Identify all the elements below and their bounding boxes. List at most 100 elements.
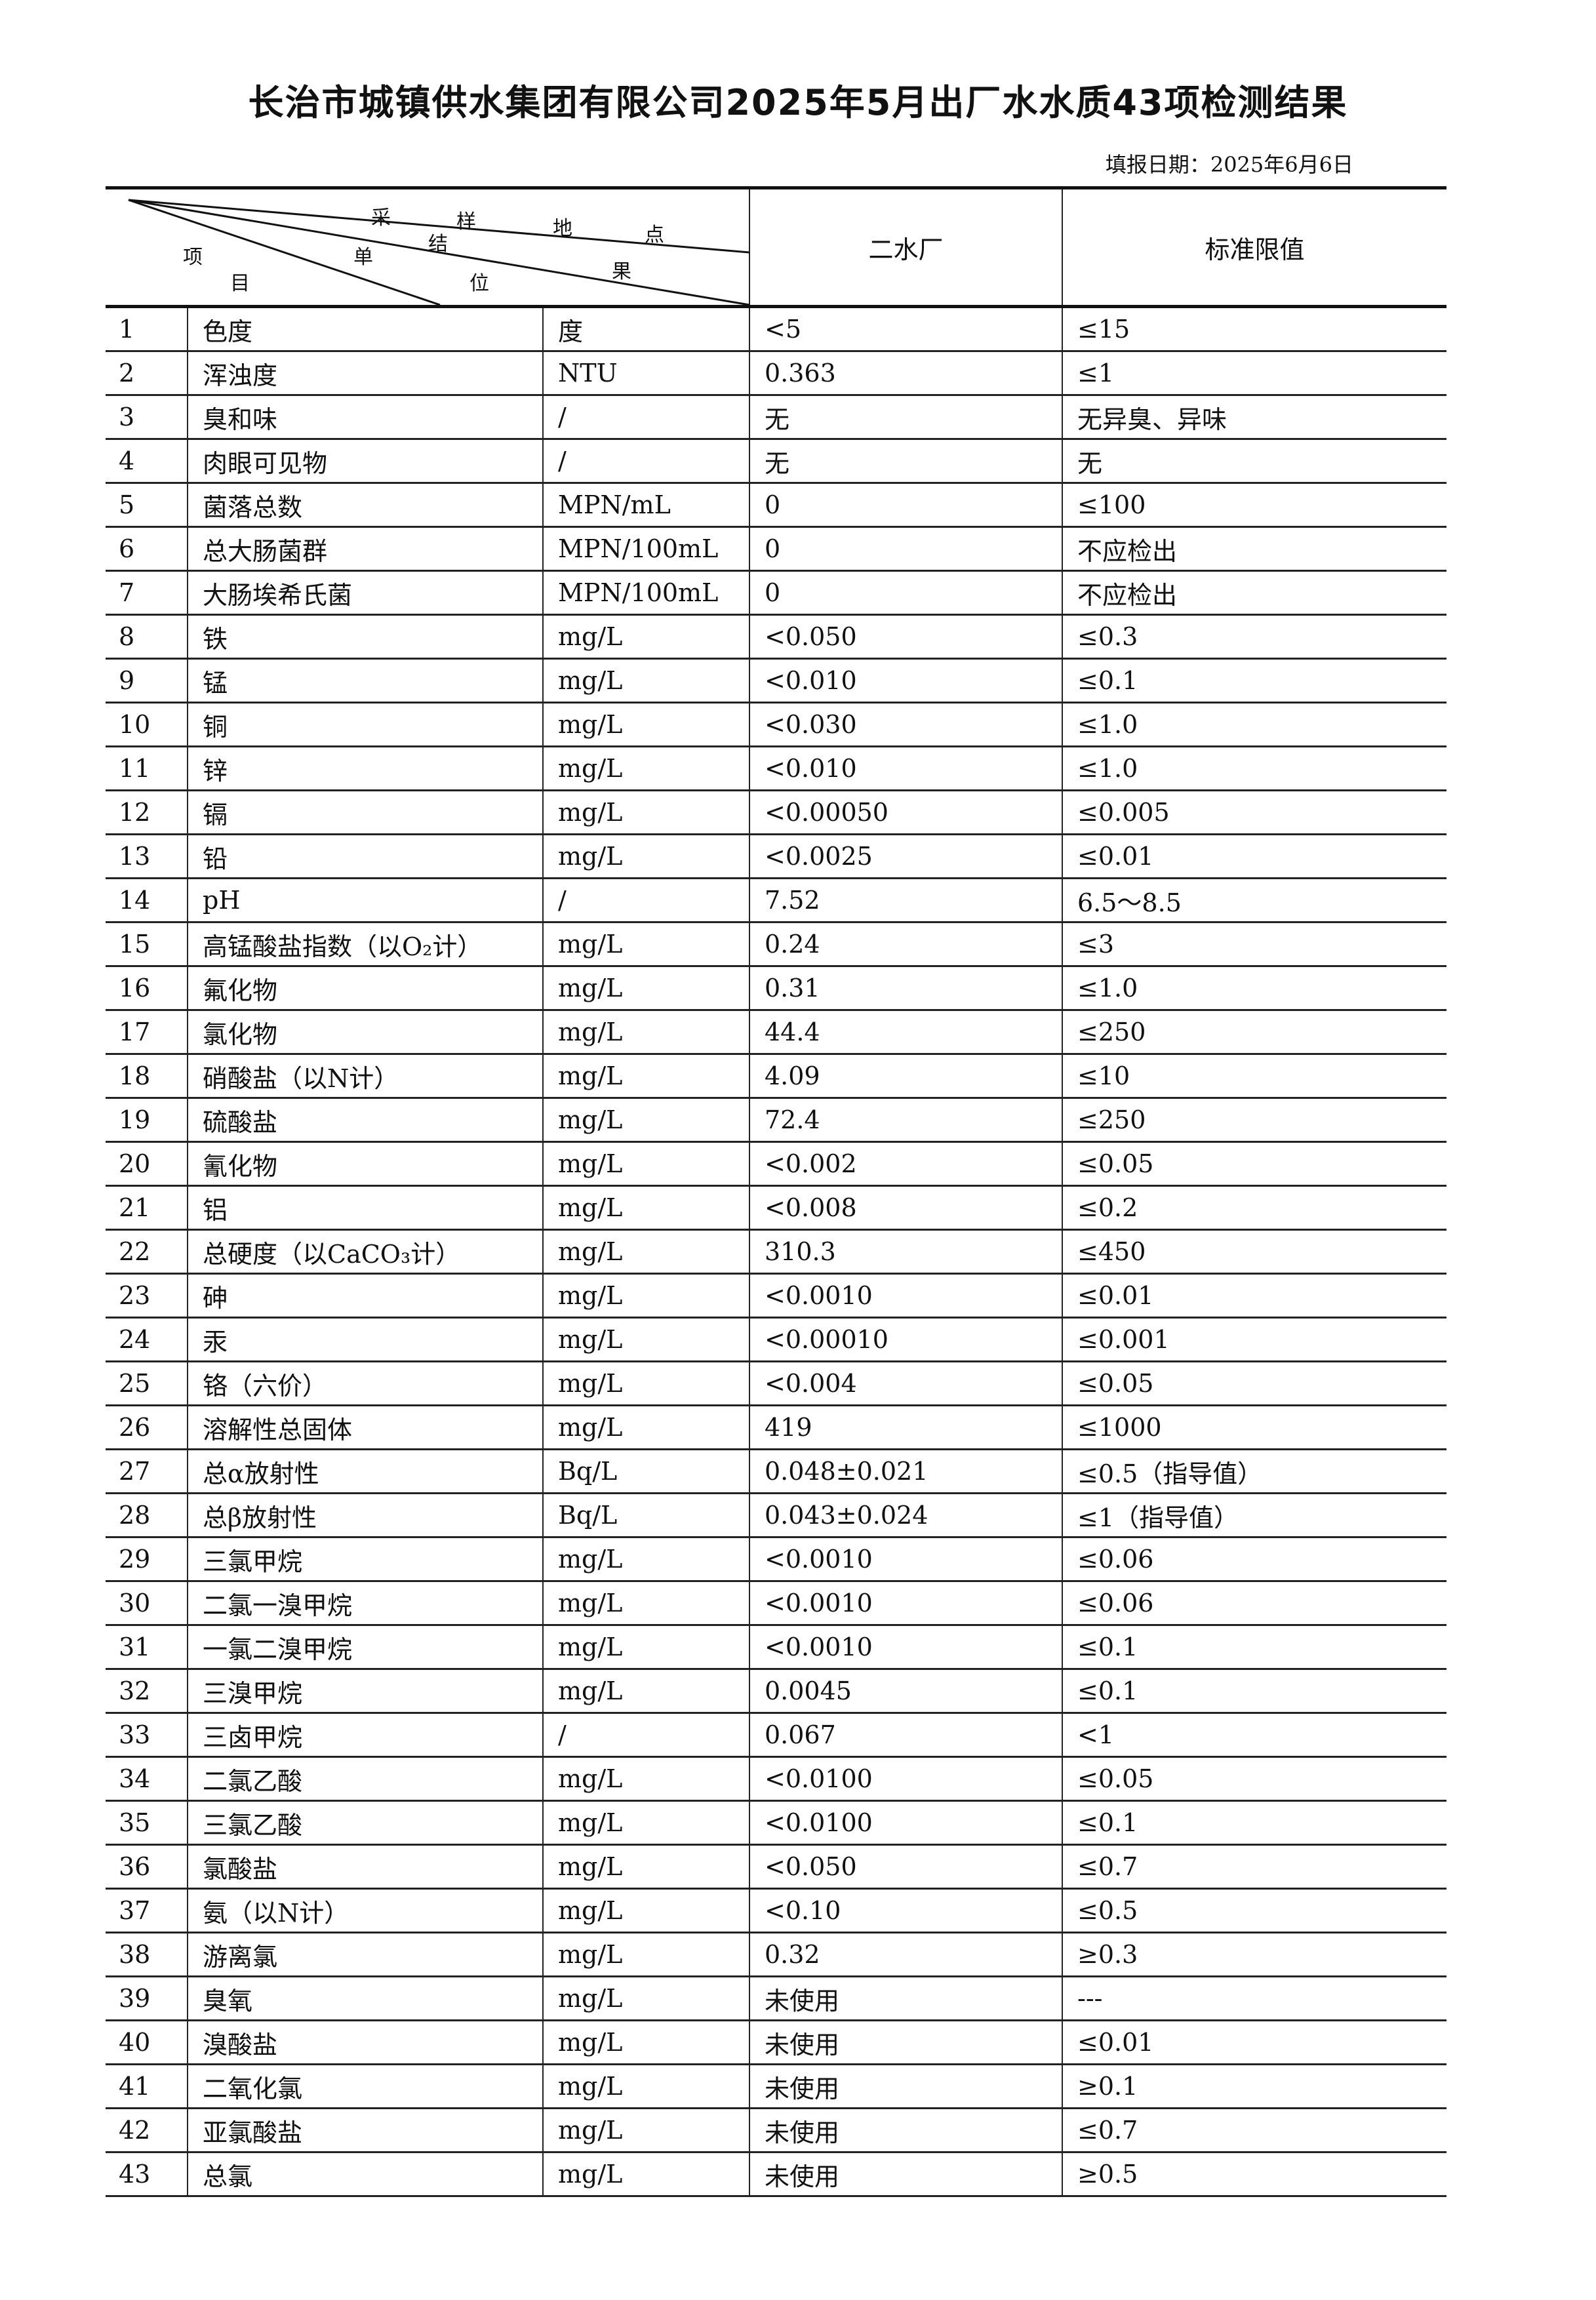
plant-result: 0.363: [749, 351, 1062, 396]
plant-result: <0.00010: [749, 1317, 1062, 1362]
table-row: 20 氰化物 mg/L <0.002 ≤0.05: [106, 1141, 1446, 1187]
row-number: 8: [106, 614, 188, 660]
table-row: 17 氯化物 mg/L 44.4 ≤250: [106, 1010, 1446, 1055]
standard-limit: ≤0.5（指导值）: [1062, 1449, 1446, 1494]
plant-result: 0.067: [749, 1713, 1062, 1758]
item-name: 铜: [187, 702, 543, 747]
table-row: 14 pH/7.52 6.5～8.5: [106, 878, 1446, 923]
table-row: 9 锰 mg/L <0.010 ≤0.1: [106, 658, 1446, 704]
plant-result: <0.004: [749, 1361, 1062, 1406]
row-number: 11: [106, 746, 188, 791]
table-row: 23 砷 mg/L <0.0010 ≤0.01: [106, 1273, 1446, 1319]
item-name: 氟化物: [187, 966, 543, 1011]
standard-limit: ≤0.1: [1062, 1800, 1446, 1846]
unit: /: [542, 439, 749, 484]
unit: mg/L: [542, 790, 749, 835]
item-name: 锰: [187, 658, 543, 704]
table-row: 11 锌 mg/L <0.010 ≤1.0: [106, 746, 1446, 791]
plant-result: 未使用: [749, 2108, 1062, 2153]
table-row: 30 二氯一溴甲烷 mg/L <0.0010 ≤0.06: [106, 1581, 1446, 1626]
unit: mg/L: [542, 2020, 749, 2065]
diag-label: 采: [371, 207, 391, 229]
item-name: 三卤甲烷: [187, 1713, 543, 1758]
item-name: 总氯: [187, 2152, 543, 2197]
table-row: 35 三氯乙酸 mg/L <0.0100 ≤0.1: [106, 1800, 1446, 1846]
item-name: 总β放射性: [187, 1493, 543, 1538]
standard-limit: ≤0.1: [1062, 1669, 1446, 1714]
water-quality-table: 采 样 地 点 结 果 单 位 项 目 二水厂 标准限值 1 色度度 <5 ≤15 2 浑…: [106, 186, 1446, 2197]
item-name: 硝酸盐（以N计）: [187, 1054, 543, 1099]
standard-limit: ≤1（指导值）: [1062, 1493, 1446, 1538]
diag-label: 样: [456, 210, 476, 233]
row-number: 17: [106, 1010, 188, 1055]
item-name: 菌落总数: [187, 483, 543, 528]
standard-limit: 无异臭、异味: [1062, 395, 1446, 440]
unit: mg/L: [542, 1581, 749, 1626]
diag-label: 项: [183, 246, 203, 269]
row-number: 7: [106, 570, 188, 616]
item-name: 高锰酸盐指数（以O₂计）: [187, 922, 543, 967]
item-name: 铝: [187, 1185, 543, 1231]
diag-label: 地: [553, 217, 572, 240]
standard-limit: ≤100: [1062, 483, 1446, 528]
unit: mg/L: [542, 702, 749, 747]
unit: NTU: [542, 351, 749, 396]
standard-limit: ≤0.05: [1062, 1756, 1446, 1802]
standard-limit: ≥0.3: [1062, 1932, 1446, 1977]
item-name: 臭氧: [187, 1976, 543, 2021]
row-number: 31: [106, 1625, 188, 1670]
table-row: 42 亚氯酸盐 mg/L 未使用 ≤0.7: [106, 2108, 1446, 2153]
item-name: 锌: [187, 746, 543, 791]
plant-result: <0.050: [749, 614, 1062, 660]
standard-limit: ≤0.5: [1062, 1888, 1446, 1933]
standard-limit: ≤10: [1062, 1054, 1446, 1099]
plant-result: <0.0100: [749, 1756, 1062, 1802]
plant-result: 0: [749, 483, 1062, 528]
row-number: 39: [106, 1976, 188, 2021]
row-number: 18: [106, 1054, 188, 1099]
unit: mg/L: [542, 1844, 749, 1890]
item-name: 溴酸盐: [187, 2020, 543, 2065]
table-row: 37 氨（以N计） mg/L <0.10 ≤0.5: [106, 1888, 1446, 1933]
standard-limit: ≤0.05: [1062, 1141, 1446, 1187]
diag-label: 点: [645, 224, 664, 247]
unit: /: [542, 395, 749, 440]
standard-limit: ≥0.5: [1062, 2152, 1446, 2197]
table-row: 36 氯酸盐 mg/L <0.050 ≤0.7: [106, 1844, 1446, 1890]
standard-limit: 无: [1062, 439, 1446, 484]
diag-label: 目: [230, 272, 250, 295]
unit: /: [542, 1713, 749, 1758]
table-header-row: 采 样 地 点 结 果 单 位 项 目 二水厂 标准限值: [106, 188, 1446, 308]
table-row: 8 铁 mg/L <0.050 ≤0.3: [106, 614, 1446, 660]
row-number: 37: [106, 1888, 188, 1933]
unit: mg/L: [542, 1800, 749, 1846]
standard-limit: ≤0.01: [1062, 2020, 1446, 2065]
plant-result: <0.0010: [749, 1581, 1062, 1626]
table-row: 38 游离氯 mg/L 0.32 ≥0.3: [106, 1932, 1446, 1977]
table-row: 4 肉眼可见物 / 无无: [106, 439, 1446, 484]
plant-result: 7.52: [749, 878, 1062, 923]
item-name: 氯酸盐: [187, 1844, 543, 1890]
item-name: 氨（以N计）: [187, 1888, 543, 1933]
unit: mg/L: [542, 1054, 749, 1099]
item-name: 硫酸盐: [187, 1098, 543, 1143]
plant-result: <0.0010: [749, 1537, 1062, 1582]
plant-result: 未使用: [749, 2020, 1062, 2065]
table-row: 22 总硬度（以CaCO₃计） mg/L 310.3 ≤450: [106, 1229, 1446, 1275]
standard-limit: ≤250: [1062, 1010, 1446, 1055]
diag-label: 果: [612, 260, 631, 283]
plant-result: <0.050: [749, 1844, 1062, 1890]
unit: mg/L: [542, 1361, 749, 1406]
standard-limit: <1: [1062, 1713, 1446, 1758]
unit: mg/L: [542, 1317, 749, 1362]
row-number: 6: [106, 526, 188, 572]
table-row: 27 总α放射性 Bq/L 0.048±0.021 ≤0.5（指导值）: [106, 1449, 1446, 1494]
table-row: 7 大肠埃希氏菌 MPN/100mL 0 不应检出: [106, 570, 1446, 616]
standard-limit: 不应检出: [1062, 570, 1446, 616]
item-name: pH: [187, 878, 543, 923]
unit: mg/L: [542, 1976, 749, 2021]
item-name: 二氯乙酸: [187, 1756, 543, 1802]
plant-result: 0.0045: [749, 1669, 1062, 1714]
row-number: 32: [106, 1669, 188, 1714]
standard-limit: ≤0.3: [1062, 614, 1446, 660]
